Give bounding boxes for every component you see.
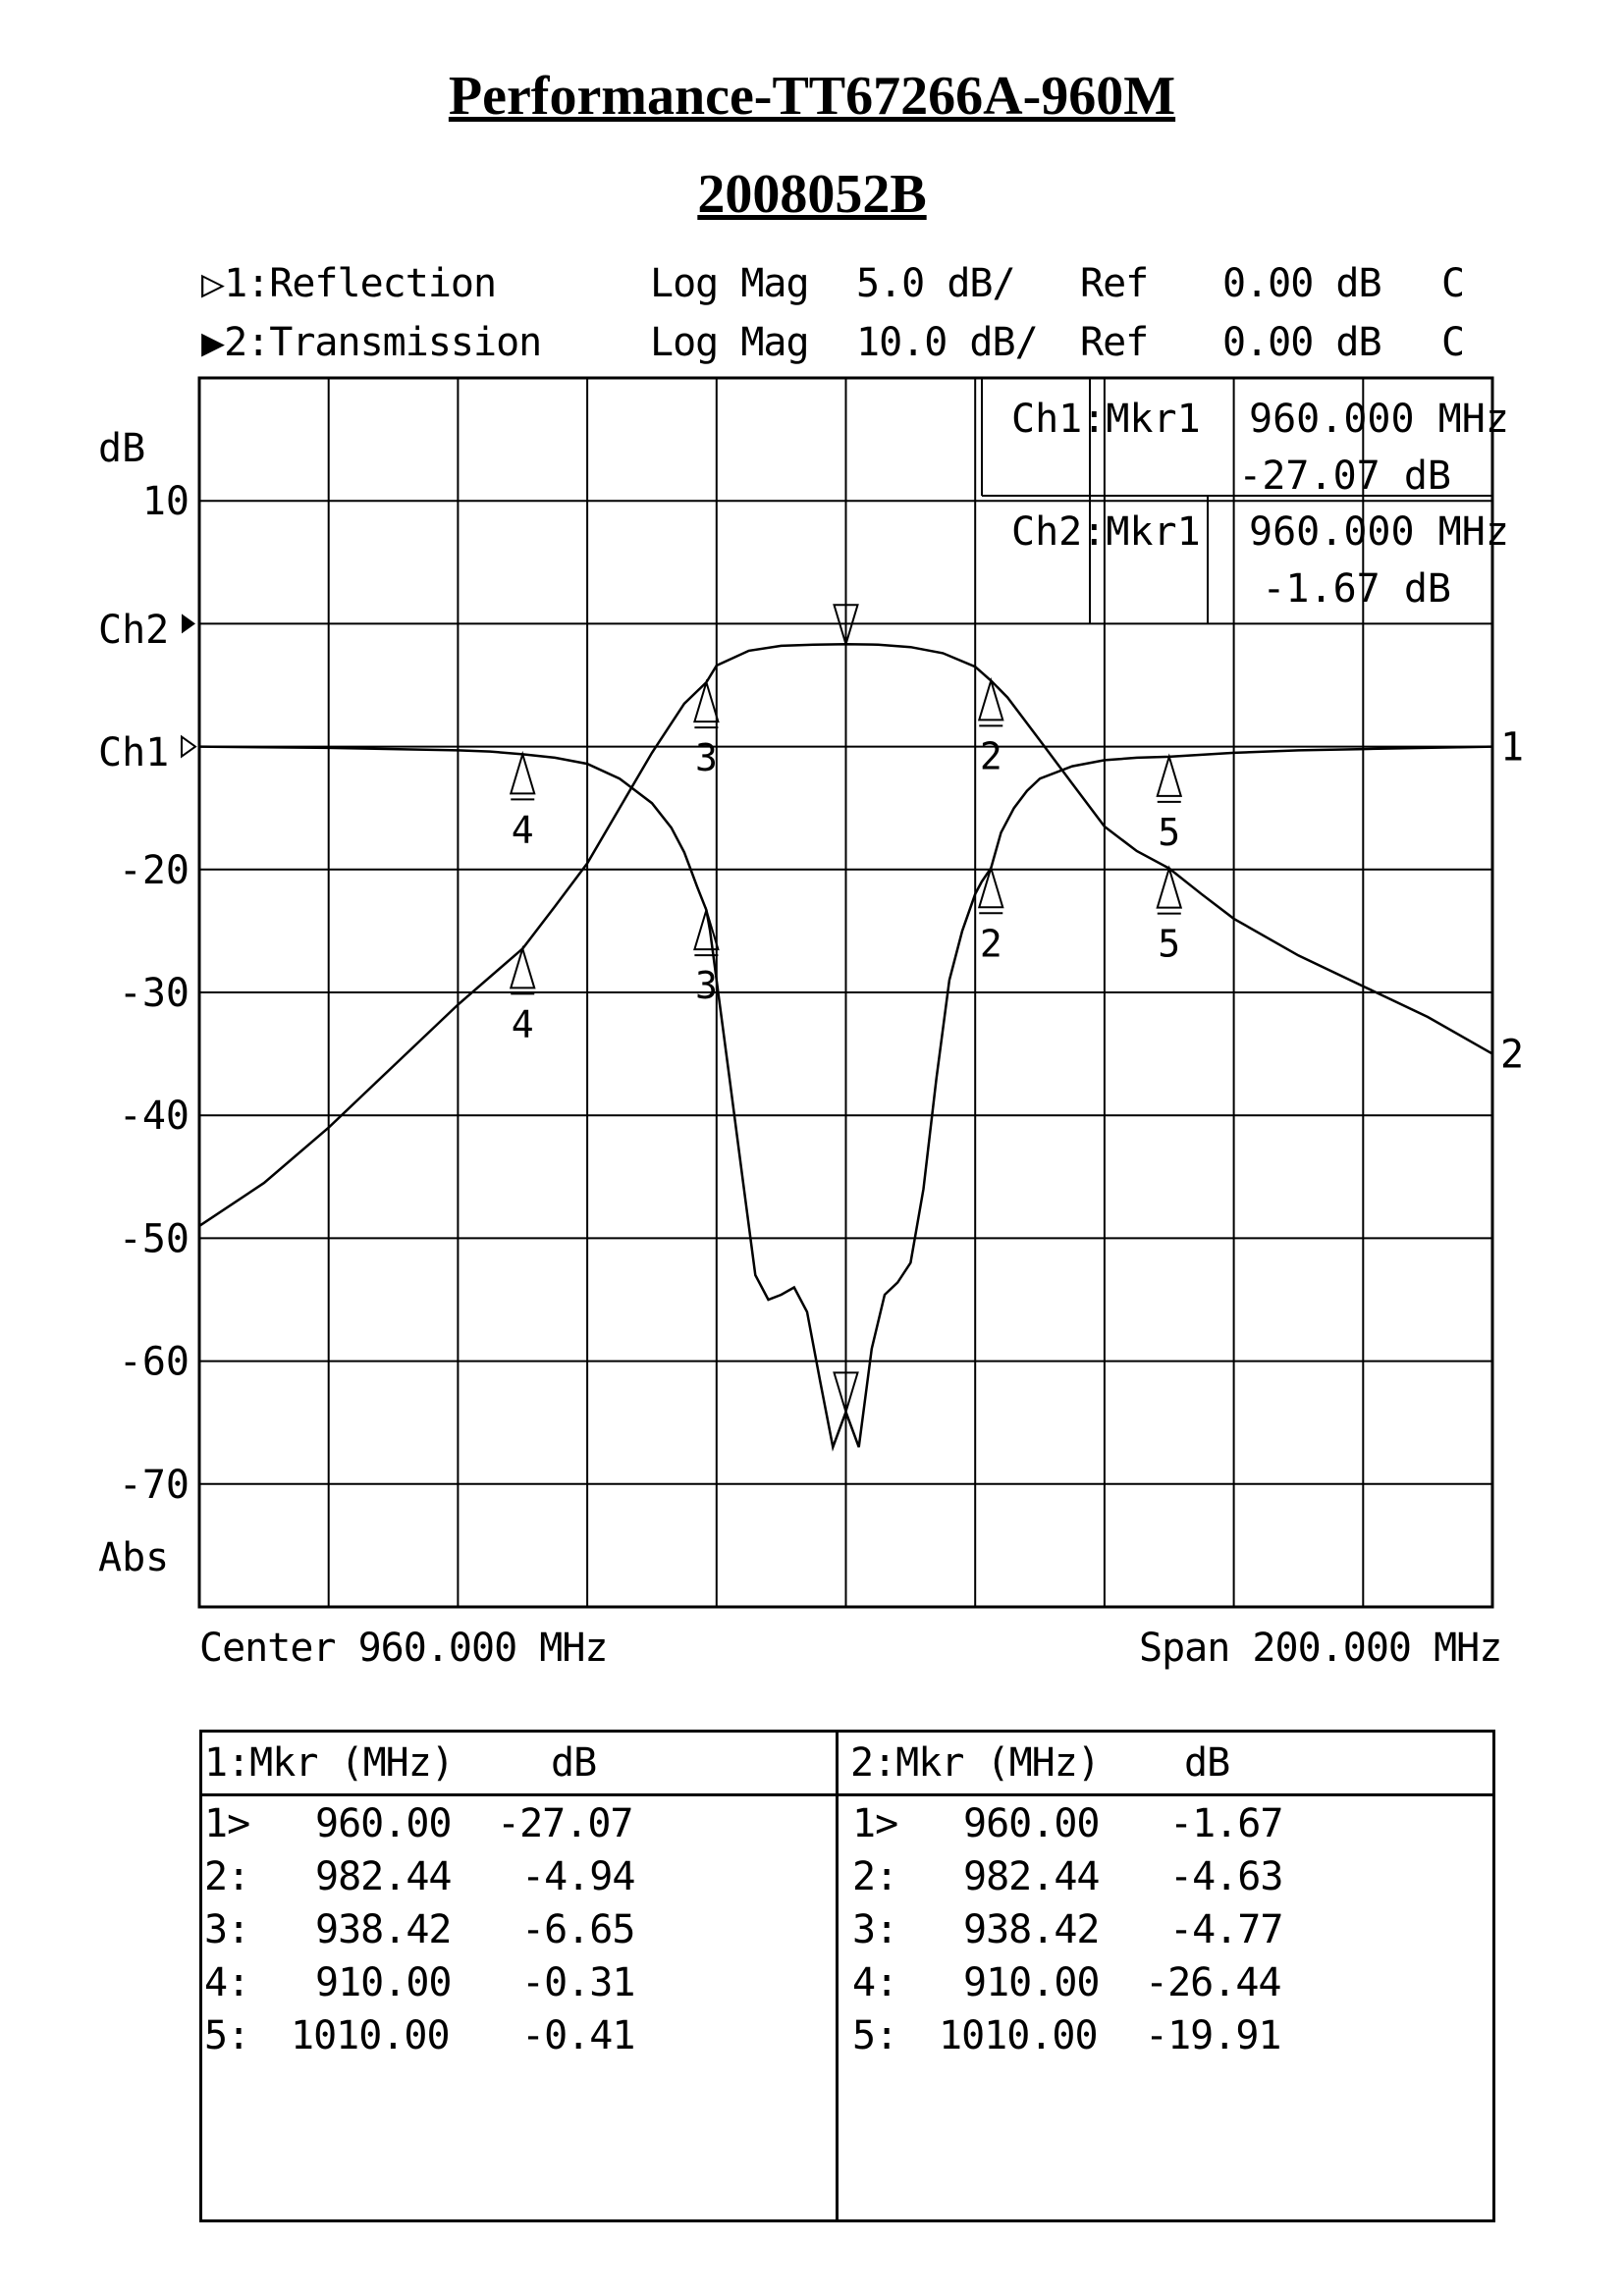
right-marker-1-db: -1.67 [1169,1801,1283,1846]
left-marker-1-db: -27.07 [497,1801,633,1846]
left-marker-4-freq: 910.00 [315,1960,452,2005]
ch1-label: ▷1:Reflection [201,261,497,306]
left-table-unit: dB [551,1740,597,1786]
marker-3-ch1 [693,906,720,951]
left-marker-2-freq: 982.44 [315,1854,452,1899]
marker-2-ch1 [977,864,1004,909]
left-marker-1-id: 1> [204,1801,250,1846]
marker-5-ch2 [1156,865,1183,909]
readout-label-2: Ch2:Mkr1 [1011,509,1201,555]
left-marker-5-db: -0.41 [521,2013,635,2058]
left-table-header: 1:Mkr (MHz) [204,1740,455,1786]
marker-5-label-ch1: 5 [1158,811,1180,854]
marker-3-label-ch1: 3 [695,964,718,1007]
right-marker-3-db: -4.77 [1169,1907,1283,1952]
ch2-ref-pointer [182,614,195,634]
right-marker-2-freq: 982.44 [963,1854,1100,1899]
left-marker-4-db: -0.31 [521,1960,635,2005]
span-frequency: Span 200.000 MHz [1139,1626,1502,1671]
right-table-header: 2:Mkr (MHz) [850,1740,1101,1786]
side-label-db: dB [98,426,145,471]
readout-label-1: Ch1:Mkr1 [1011,397,1201,442]
right-marker-3-id: 3: [852,1907,898,1952]
y-tick-label: -60 [119,1340,189,1385]
right-marker-1-id: 1> [852,1801,898,1846]
ch1-ref-label: Ref [1080,261,1149,306]
side-label-abs: Abs [98,1535,169,1580]
marker-3-ch2 [693,678,720,723]
marker-4-ch2 [509,944,536,989]
left-marker-3-freq: 938.42 [315,1907,452,1952]
marker-5-ch1 [1156,753,1183,797]
marker-4-label-ch1: 4 [512,808,534,851]
right-marker-1-freq: 960.00 [963,1801,1100,1846]
marker-table: 1:Mkr (MHz) dB 2:Mkr (MHz) dB 1> 960.00 -2… [199,1730,1495,2222]
trace-end-label-2: 2 [1500,1033,1524,1078]
ch2-ref-label: Ref [1080,320,1149,365]
marker-4-label-ch2: 4 [512,1002,534,1045]
right-marker-4-id: 4: [852,1960,898,2005]
right-table-unit: dB [1184,1740,1230,1786]
side-label-ch1: Ch1 [98,730,169,775]
left-marker-5-id: 5: [204,2013,250,2058]
ch1-ref-pointer [181,734,197,759]
y-tick-label: -40 [119,1094,189,1139]
y-tick-label: -70 [119,1463,189,1508]
y-tick-label: -50 [119,1216,189,1261]
marker-2-label-ch2: 2 [980,734,1002,777]
ch2-ref-value: 0.00 dB [1222,320,1382,365]
ch2-format: Log Mag [650,320,810,365]
y-tick-label: -30 [119,971,189,1016]
ch1-scale: 5.0 dB/ [856,261,1016,306]
ch1-format: Log Mag [650,261,810,306]
marker-2-label-ch1: 2 [980,922,1002,965]
right-marker-3-freq: 938.42 [963,1907,1100,1952]
right-marker-5-db: -19.91 [1145,2013,1281,2058]
right-marker-4-freq: 910.00 [963,1960,1100,2005]
readout-freq-1: 960.000 MHz [1249,397,1509,442]
ch2-flag: C [1441,320,1465,365]
center-frequency: Center 960.000 MHz [199,1626,608,1671]
trace-1 [198,745,1493,1452]
trace-2 [198,643,1493,1227]
ch1-ref-value: 0.00 dB [1222,261,1382,306]
y-tick-label: -20 [119,848,189,893]
ch2-scale: 10.0 dB/ [856,320,1039,365]
left-marker-3-db: -6.65 [521,1907,635,1952]
ch2-label: ▶2:Transmission [201,320,542,365]
chart: 10 -20 -30 -40 -50 -60 -70 dB Ch2 Ch1 Abs 1 2 2 3 4 5 2 3 4… [98,376,1524,1609]
trace-end-label-1: 1 [1500,725,1524,771]
readout-value-1: -27.07 dB [1238,454,1451,499]
table-header-rule [202,1793,1492,1796]
ch1-flag: C [1441,261,1465,306]
table-divider [836,1733,839,2219]
marker-4-ch1 [509,750,536,795]
y-tick-label: 10 [142,479,189,524]
marker-2-ch2 [977,676,1004,721]
left-marker-3-id: 3: [204,1907,250,1952]
left-marker-4-id: 4: [204,1960,250,2005]
page-subtitle: 2008052B [697,164,927,225]
left-marker-1-freq: 960.00 [315,1801,452,1846]
right-marker-5-id: 5: [852,2013,898,2058]
right-marker-2-db: -4.63 [1169,1854,1283,1899]
left-marker-2-id: 2: [204,1854,250,1899]
right-marker-5-freq: 1010.00 [939,2013,1099,2058]
page-title: Performance-TT67266A-960M [448,66,1176,127]
marker-5-label-ch2: 5 [1158,923,1180,966]
left-marker-5-freq: 1010.00 [291,2013,451,2058]
side-label-ch2: Ch2 [98,608,169,653]
right-marker-4-db: -26.44 [1145,1960,1281,2005]
readout-value-2: -1.67 dB [1262,566,1451,612]
marker-3-label-ch2: 3 [695,736,718,779]
left-marker-2-db: -4.94 [521,1854,635,1899]
right-marker-2-id: 2: [852,1854,898,1899]
readout-freq-2: 960.000 MHz [1249,509,1509,555]
